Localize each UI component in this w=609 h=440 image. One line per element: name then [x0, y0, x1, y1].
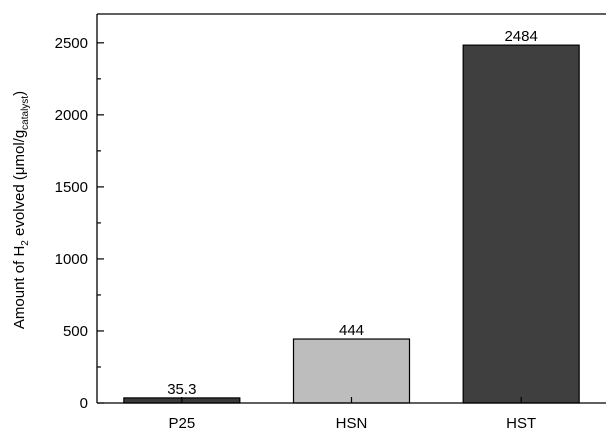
y-tick-label-0: 0 — [80, 395, 88, 412]
y-axis-label: Amount of H2 evolved (μmol/gcatalyst) — [11, 91, 31, 329]
y-tick-label-1500: 1500 — [55, 179, 88, 196]
plot-area: 35.3 P25 444 HSN 2484 HST 0 500 1000 1500 2000 2500 — [55, 13, 606, 432]
y-tick-label-2500: 2500 — [55, 35, 88, 52]
y-tick-label-1000: 1000 — [55, 251, 88, 268]
y-tick-label-500: 500 — [63, 323, 88, 340]
y-axis-label-sub-2: 2 — [20, 240, 31, 246]
bar-hsn — [292, 338, 411, 404]
x-tick-label-hst: HST — [506, 415, 536, 432]
y-axis-label-sub-catalyst: catalyst — [20, 96, 31, 130]
data-label-hst: 2484 — [504, 28, 537, 45]
data-label-p25: 35.3 — [167, 381, 196, 398]
x-tick-label-p25: P25 — [168, 415, 195, 432]
x-tick-label-hsn: HSN — [336, 415, 368, 432]
data-label-hsn: 444 — [339, 322, 364, 339]
bar-hst — [462, 44, 580, 404]
y-tick-label-2000: 2000 — [55, 107, 88, 124]
